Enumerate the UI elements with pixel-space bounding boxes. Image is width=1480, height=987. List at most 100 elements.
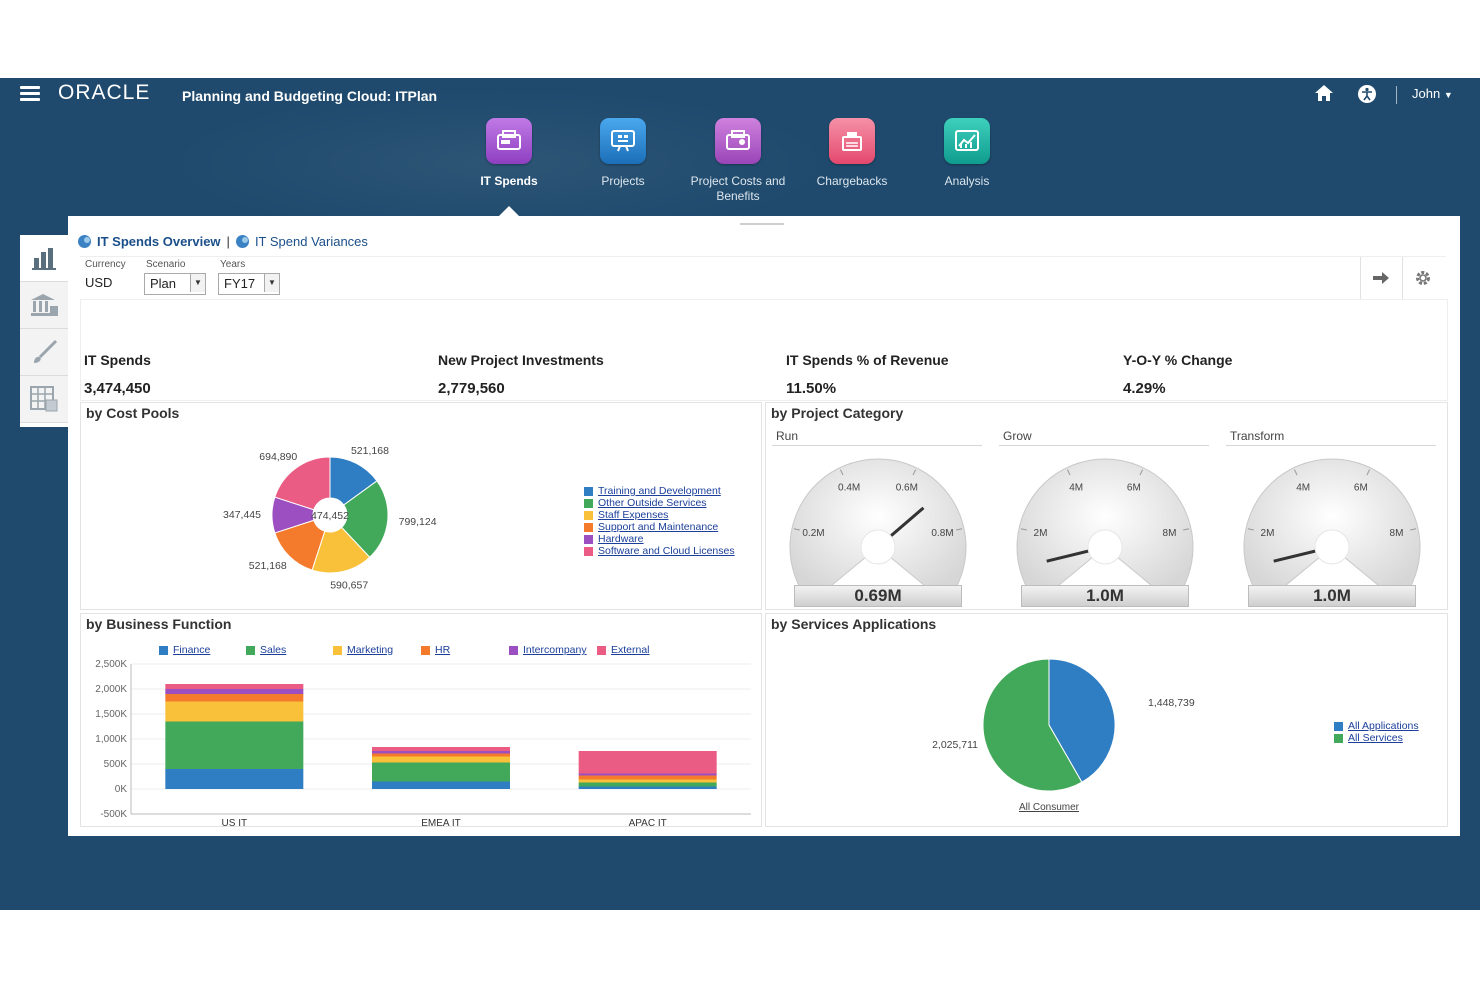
nav-analysis[interactable]: Analysis [912, 118, 1022, 189]
legend-swatch [333, 645, 342, 655]
accessibility-icon[interactable] [1356, 84, 1378, 106]
business-function-bar-chart[interactable]: -500K 0K 500K 1,000K 1,500K 2,000K 2,500K US IT… [81, 614, 761, 826]
nav-chargebacks[interactable]: Chargebacks [797, 118, 907, 189]
tab-it-spend-variances[interactable]: IT Spend Variances [235, 234, 368, 249]
gauge-title-underline [772, 445, 982, 446]
legend-item-staff-expenses[interactable]: Staff Expenses [584, 509, 735, 521]
kpi-title: IT Spends [84, 352, 151, 368]
cost-pools-card: by Cost Pools 521,168 799,124 590,657 521,1… [80, 402, 762, 610]
gauge-tick [1139, 469, 1144, 476]
gauge-tick [1183, 528, 1190, 531]
legend-item-sales[interactable]: Sales [246, 644, 286, 656]
legend-item-software-and-cloud-licenses[interactable]: Software and Cloud Licenses [584, 545, 735, 557]
menu-icon[interactable] [20, 86, 40, 102]
gauge-run: 00.2M0.4M0.6M0.8M1.0M [789, 458, 967, 604]
legend-label: HR [435, 644, 451, 656]
card-title: by Project Category [771, 405, 904, 421]
kpi-value: 11.50% [786, 380, 837, 397]
cost-pools-donut-chart[interactable]: 521,168 799,124 590,657 521,168 347,445 694,8… [81, 403, 761, 609]
pie-slice-other-outside-services [340, 480, 389, 558]
chargebacks-icon [829, 118, 875, 164]
kpi-yoy-change: Y-O-Y % Change 4.29% [1123, 352, 1232, 397]
legend-item-all-applications[interactable]: All Applications [1334, 720, 1419, 732]
years-value: FY17 [224, 276, 256, 291]
legend-item-marketing[interactable]: Marketing [333, 644, 393, 656]
card-title: by Cost Pools [86, 405, 180, 421]
bar-segment-hr-apac-it [578, 775, 717, 780]
data-label: 799,124 [399, 516, 437, 528]
kpi-title: IT Spends % of Revenue [786, 352, 949, 368]
legend-item-finance[interactable]: Finance [159, 644, 210, 656]
panel-drag-handle[interactable] [740, 223, 784, 225]
nav-it-spends[interactable]: IT Spends [454, 118, 564, 189]
legend-item-support-and-maintenance[interactable]: Support and Maintenance [584, 521, 735, 533]
nav-project-costs-and-benefits[interactable]: Project Costs and Benefits [683, 118, 793, 204]
legend-label: Intercompany [523, 644, 587, 656]
gauge-tick-label: 0.6M [896, 483, 918, 494]
kpi-value: 2,779,560 [438, 380, 505, 397]
chevron-down-icon: ▼ [264, 274, 279, 292]
legend-label: All Services [1348, 732, 1403, 744]
scenario-select[interactable]: Plan ▼ [144, 273, 206, 295]
gear-icon[interactable] [1402, 257, 1443, 299]
legend-swatch [597, 645, 606, 655]
card-title: by Services Applications [771, 616, 937, 632]
project-category-card: by Project Category Run 00.2M0.4M0.6M0.8M… [765, 402, 1448, 610]
bar-segment-intercompany-us-it [165, 689, 304, 694]
legend-item-hardware[interactable]: Hardware [584, 533, 735, 545]
years-label: Years [220, 259, 246, 270]
gauge-title-run: Run [776, 429, 799, 443]
legend-item-external[interactable]: External [597, 644, 650, 656]
grid-cube-icon[interactable] [20, 376, 68, 423]
x-tick-label: EMEA IT [421, 818, 460, 826]
legend-item-training-and-development[interactable]: Training and Development [584, 485, 735, 497]
card-title: by Business Function [86, 616, 232, 632]
active-nav-indicator [499, 206, 519, 216]
y-tick-label: 1,000K [95, 734, 127, 745]
legend-item-other-outside-services[interactable]: Other Outside Services [584, 497, 735, 509]
gauge-tick [1020, 528, 1027, 531]
nav-label: Chargebacks [816, 174, 888, 188]
kpi-strip: IT Spends 3,474,450 New Project Investme… [80, 299, 1448, 401]
gauge-tick-label: 6M [1354, 483, 1368, 494]
home-icon[interactable] [1313, 84, 1335, 106]
years-select[interactable]: FY17 ▼ [218, 273, 280, 295]
gauge-tick-label: 4M [1296, 483, 1310, 494]
legend-item-all-services[interactable]: All Services [1334, 732, 1419, 744]
legend-swatch [584, 522, 593, 532]
nav-projects[interactable]: Projects [568, 118, 678, 189]
dashboard-icon [78, 235, 91, 248]
category-label: All Consumer [1019, 802, 1080, 813]
legend-label: Support and Maintenance [598, 521, 719, 533]
x-tick-label: US IT [222, 818, 248, 826]
bank-icon[interactable] [20, 282, 68, 329]
gauge-readout: 0.69M [794, 585, 962, 607]
bar-segment-marketing-apac-it [578, 779, 717, 783]
services-applications-card: by Services Applications 1,448,739 2,025,… [765, 613, 1448, 827]
kpi-title: New Project Investments [438, 352, 604, 368]
dashboard-icon [235, 235, 249, 248]
gauge-hub [860, 529, 896, 565]
services-applications-pie-chart[interactable]: 1,448,739 2,025,711 All Consumer [766, 614, 1447, 826]
y-tick-label: 500K [104, 759, 128, 770]
tab-it-spends-overview[interactable]: IT Spends Overview [78, 234, 221, 249]
bar-segment-external-us-it [165, 684, 304, 689]
legend-item-hr[interactable]: HR [421, 644, 450, 656]
user-name: John [1412, 86, 1441, 101]
bar-segment-finance-us-it [165, 769, 304, 789]
legend-label: Marketing [347, 644, 394, 656]
kpi-spends-percent-revenue: IT Spends % of Revenue 11.50% [786, 352, 949, 397]
user-menu[interactable]: John ▼ [1412, 86, 1453, 101]
brush-icon[interactable] [20, 329, 68, 376]
legend-item-intercompany[interactable]: Intercompany [509, 644, 587, 656]
gauge-title-underline [1226, 445, 1436, 446]
legend-label: External [611, 644, 650, 656]
legend-swatch [584, 534, 593, 544]
scenario-value: Plan [150, 276, 177, 291]
pie-slice-all-applications [1048, 658, 1116, 783]
legend-swatch [584, 510, 593, 520]
arrow-right-icon[interactable] [1360, 257, 1401, 299]
kpi-it-spends: IT Spends 3,474,450 [84, 352, 151, 397]
legend-swatch [159, 645, 168, 655]
bar-chart-icon[interactable] [20, 235, 68, 282]
